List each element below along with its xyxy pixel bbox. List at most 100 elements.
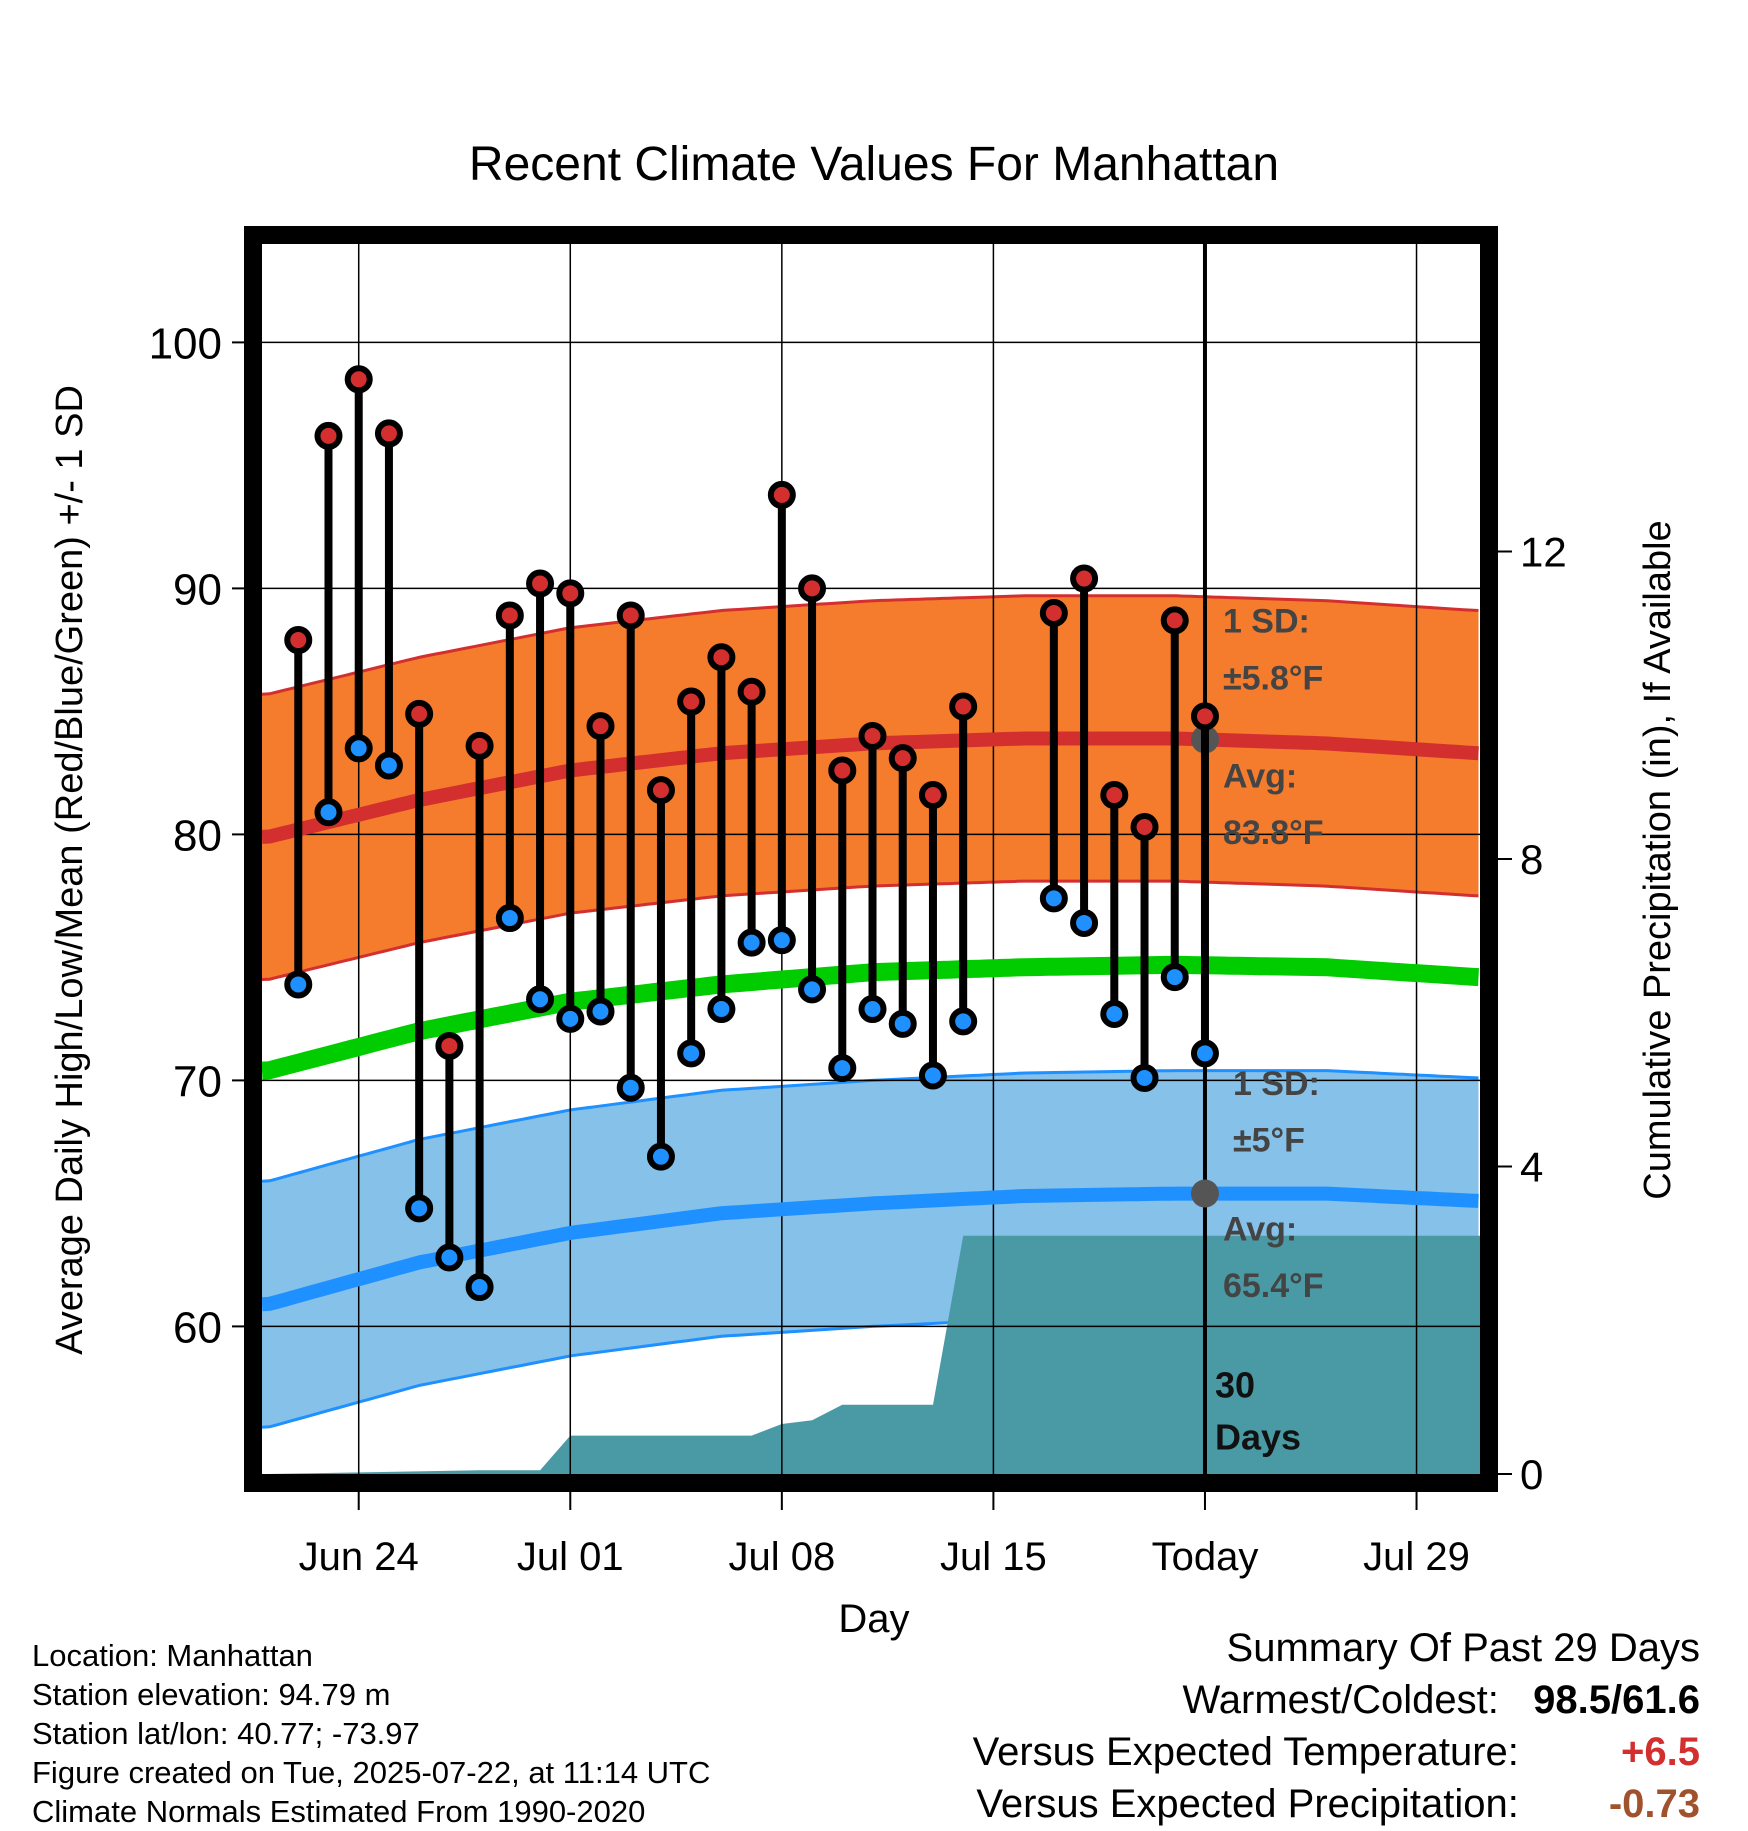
low-sd-label: 1 SD: [1233, 1065, 1320, 1103]
daily-high-point [707, 643, 736, 672]
daily-high-point [1070, 564, 1099, 593]
daily-low-point [556, 1004, 585, 1033]
y-tick-label: 70 [173, 1057, 222, 1106]
summary-panel: Summary Of Past 29 Days Warmest/Coldest:… [973, 1622, 1700, 1830]
warm-cold-value: 98.5/61.6 [1533, 1678, 1700, 1722]
location-text: Location: Manhattan [32, 1638, 313, 1673]
daily-low-point [1160, 963, 1189, 992]
high-sd-upper-line [262, 594, 1479, 696]
daily-low-point [314, 798, 343, 827]
daily-low-point [737, 928, 766, 957]
temp-label: Versus Expected Temperature: [972, 1730, 1519, 1774]
daily-high-point [798, 574, 827, 603]
y-tick-label: 60 [173, 1303, 222, 1352]
daily-low-point [465, 1273, 494, 1302]
daily-low-point [616, 1073, 645, 1102]
days-label-line2: Days [1215, 1416, 1301, 1457]
daily-high-point [1100, 781, 1129, 810]
daily-low-point [918, 1061, 947, 1090]
temp-value: +6.5 [1621, 1730, 1700, 1774]
elevation-text: Station elevation: 94.79 m [32, 1677, 391, 1712]
low-avg-marker [1190, 1179, 1219, 1208]
daily-low-point [858, 995, 887, 1024]
daily-low-point [949, 1007, 978, 1036]
daily-high-point [949, 692, 978, 721]
daily-high-point [737, 677, 766, 706]
daily-low-point [888, 1009, 917, 1038]
y2-tick-label: 8 [1520, 836, 1543, 883]
daily-high-point [344, 365, 373, 394]
y-tick-label: 90 [173, 565, 222, 614]
daily-high-point [374, 419, 403, 448]
station-info: Location: Manhattan Station elevation: 9… [32, 1636, 710, 1831]
low-avg-label: Avg: [1223, 1210, 1297, 1248]
daily-low-point [374, 751, 403, 780]
daily-high-point [465, 731, 494, 760]
low-sd-band [262, 1070, 1479, 1428]
precip-value: -0.73 [1608, 1782, 1700, 1826]
daily-high-point [1190, 702, 1219, 731]
low-sd-value: ±5°F [1233, 1122, 1305, 1160]
daily-high-point [284, 626, 313, 655]
y-tick-label: 100 [149, 319, 222, 368]
daily-low-point [284, 970, 313, 999]
daily-low-point [1190, 1039, 1219, 1068]
daily-high-point [888, 744, 917, 773]
daily-high-point [435, 1031, 464, 1060]
x-tick-label: Jul 08 [728, 1535, 835, 1579]
normal-low-line [262, 1186, 1479, 1312]
daily-low-point [677, 1039, 706, 1068]
daily-low-point [1070, 908, 1099, 937]
temp-row: Versus Expected Temperature: +6.5 [973, 1726, 1700, 1778]
y-axis-label-left: Average Daily High/Low/Mean (Red/Blue/Gr… [49, 385, 91, 1355]
chart-title: Recent Climate Values For Manhattan [469, 138, 1279, 191]
daily-high-point [1039, 599, 1068, 627]
daily-high-point [918, 781, 947, 810]
daily-low-point [405, 1194, 434, 1223]
high-avg-label: Avg: [1223, 758, 1297, 796]
daily-high-point [1160, 606, 1189, 635]
daily-high-point [858, 722, 887, 750]
daily-high-point [828, 756, 857, 785]
high-sd-value: ±5.8°F [1223, 659, 1323, 697]
daily-low-point [767, 926, 796, 955]
y2-tick-label: 0 [1520, 1451, 1543, 1498]
daily-low-point [646, 1142, 675, 1171]
daily-high-point [646, 776, 675, 805]
daily-high-point [526, 569, 555, 598]
y2-tick-label: 12 [1520, 529, 1567, 576]
days-label-line1: 30 [1215, 1365, 1255, 1406]
daily-high-point [677, 687, 706, 716]
created-text: Figure created on Tue, 2025-07-22, at 11… [32, 1755, 711, 1790]
precip-area [268, 1235, 1480, 1474]
precip-row: Versus Expected Precipitation: -0.73 [973, 1778, 1700, 1830]
warm-cold-row: Warmest/Coldest: 98.5/61.6 [973, 1674, 1701, 1726]
x-axis-label: Day [838, 1597, 909, 1641]
x-tick-label: Jul 01 [517, 1535, 624, 1579]
high-sd-label: 1 SD: [1223, 603, 1310, 641]
daily-low-point [1130, 1063, 1159, 1092]
daily-high-point [1130, 813, 1159, 842]
daily-low-point [526, 985, 555, 1014]
y2-tick-label: 4 [1520, 1144, 1543, 1191]
daily-low-point [344, 734, 373, 763]
daily-high-point [616, 601, 645, 630]
latlon-text: Station lat/lon: 40.77; -73.97 [32, 1716, 420, 1751]
daily-low-point [707, 995, 736, 1024]
daily-high-point [767, 480, 796, 509]
daily-high-point [314, 421, 343, 450]
high-avg-value: 83.8°F [1223, 814, 1324, 852]
x-tick-label: Jul 15 [940, 1535, 1047, 1579]
warm-cold-label: Warmest/Coldest: [1182, 1678, 1499, 1722]
y-axis-label-right: Cumulative Precipitation (in), If Availa… [1637, 520, 1679, 1199]
daily-low-point [828, 1054, 857, 1083]
normals-text: Climate Normals Estimated From 1990-2020 [32, 1794, 646, 1829]
low-avg-value: 65.4°F [1223, 1267, 1324, 1305]
daily-low-point [586, 997, 615, 1026]
daily-high-point [495, 601, 524, 630]
x-tick-label: Jul 29 [1363, 1535, 1470, 1579]
summary-title: Summary Of Past 29 Days [1226, 1626, 1700, 1670]
x-tick-label: Today [1152, 1535, 1259, 1579]
plot-frame [244, 226, 1498, 1492]
plot-area: 1 SD: ±5.8°F Avg: 83.8°F 1 SD: ±5°F Avg: 65.4°F… [149, 226, 1567, 1579]
